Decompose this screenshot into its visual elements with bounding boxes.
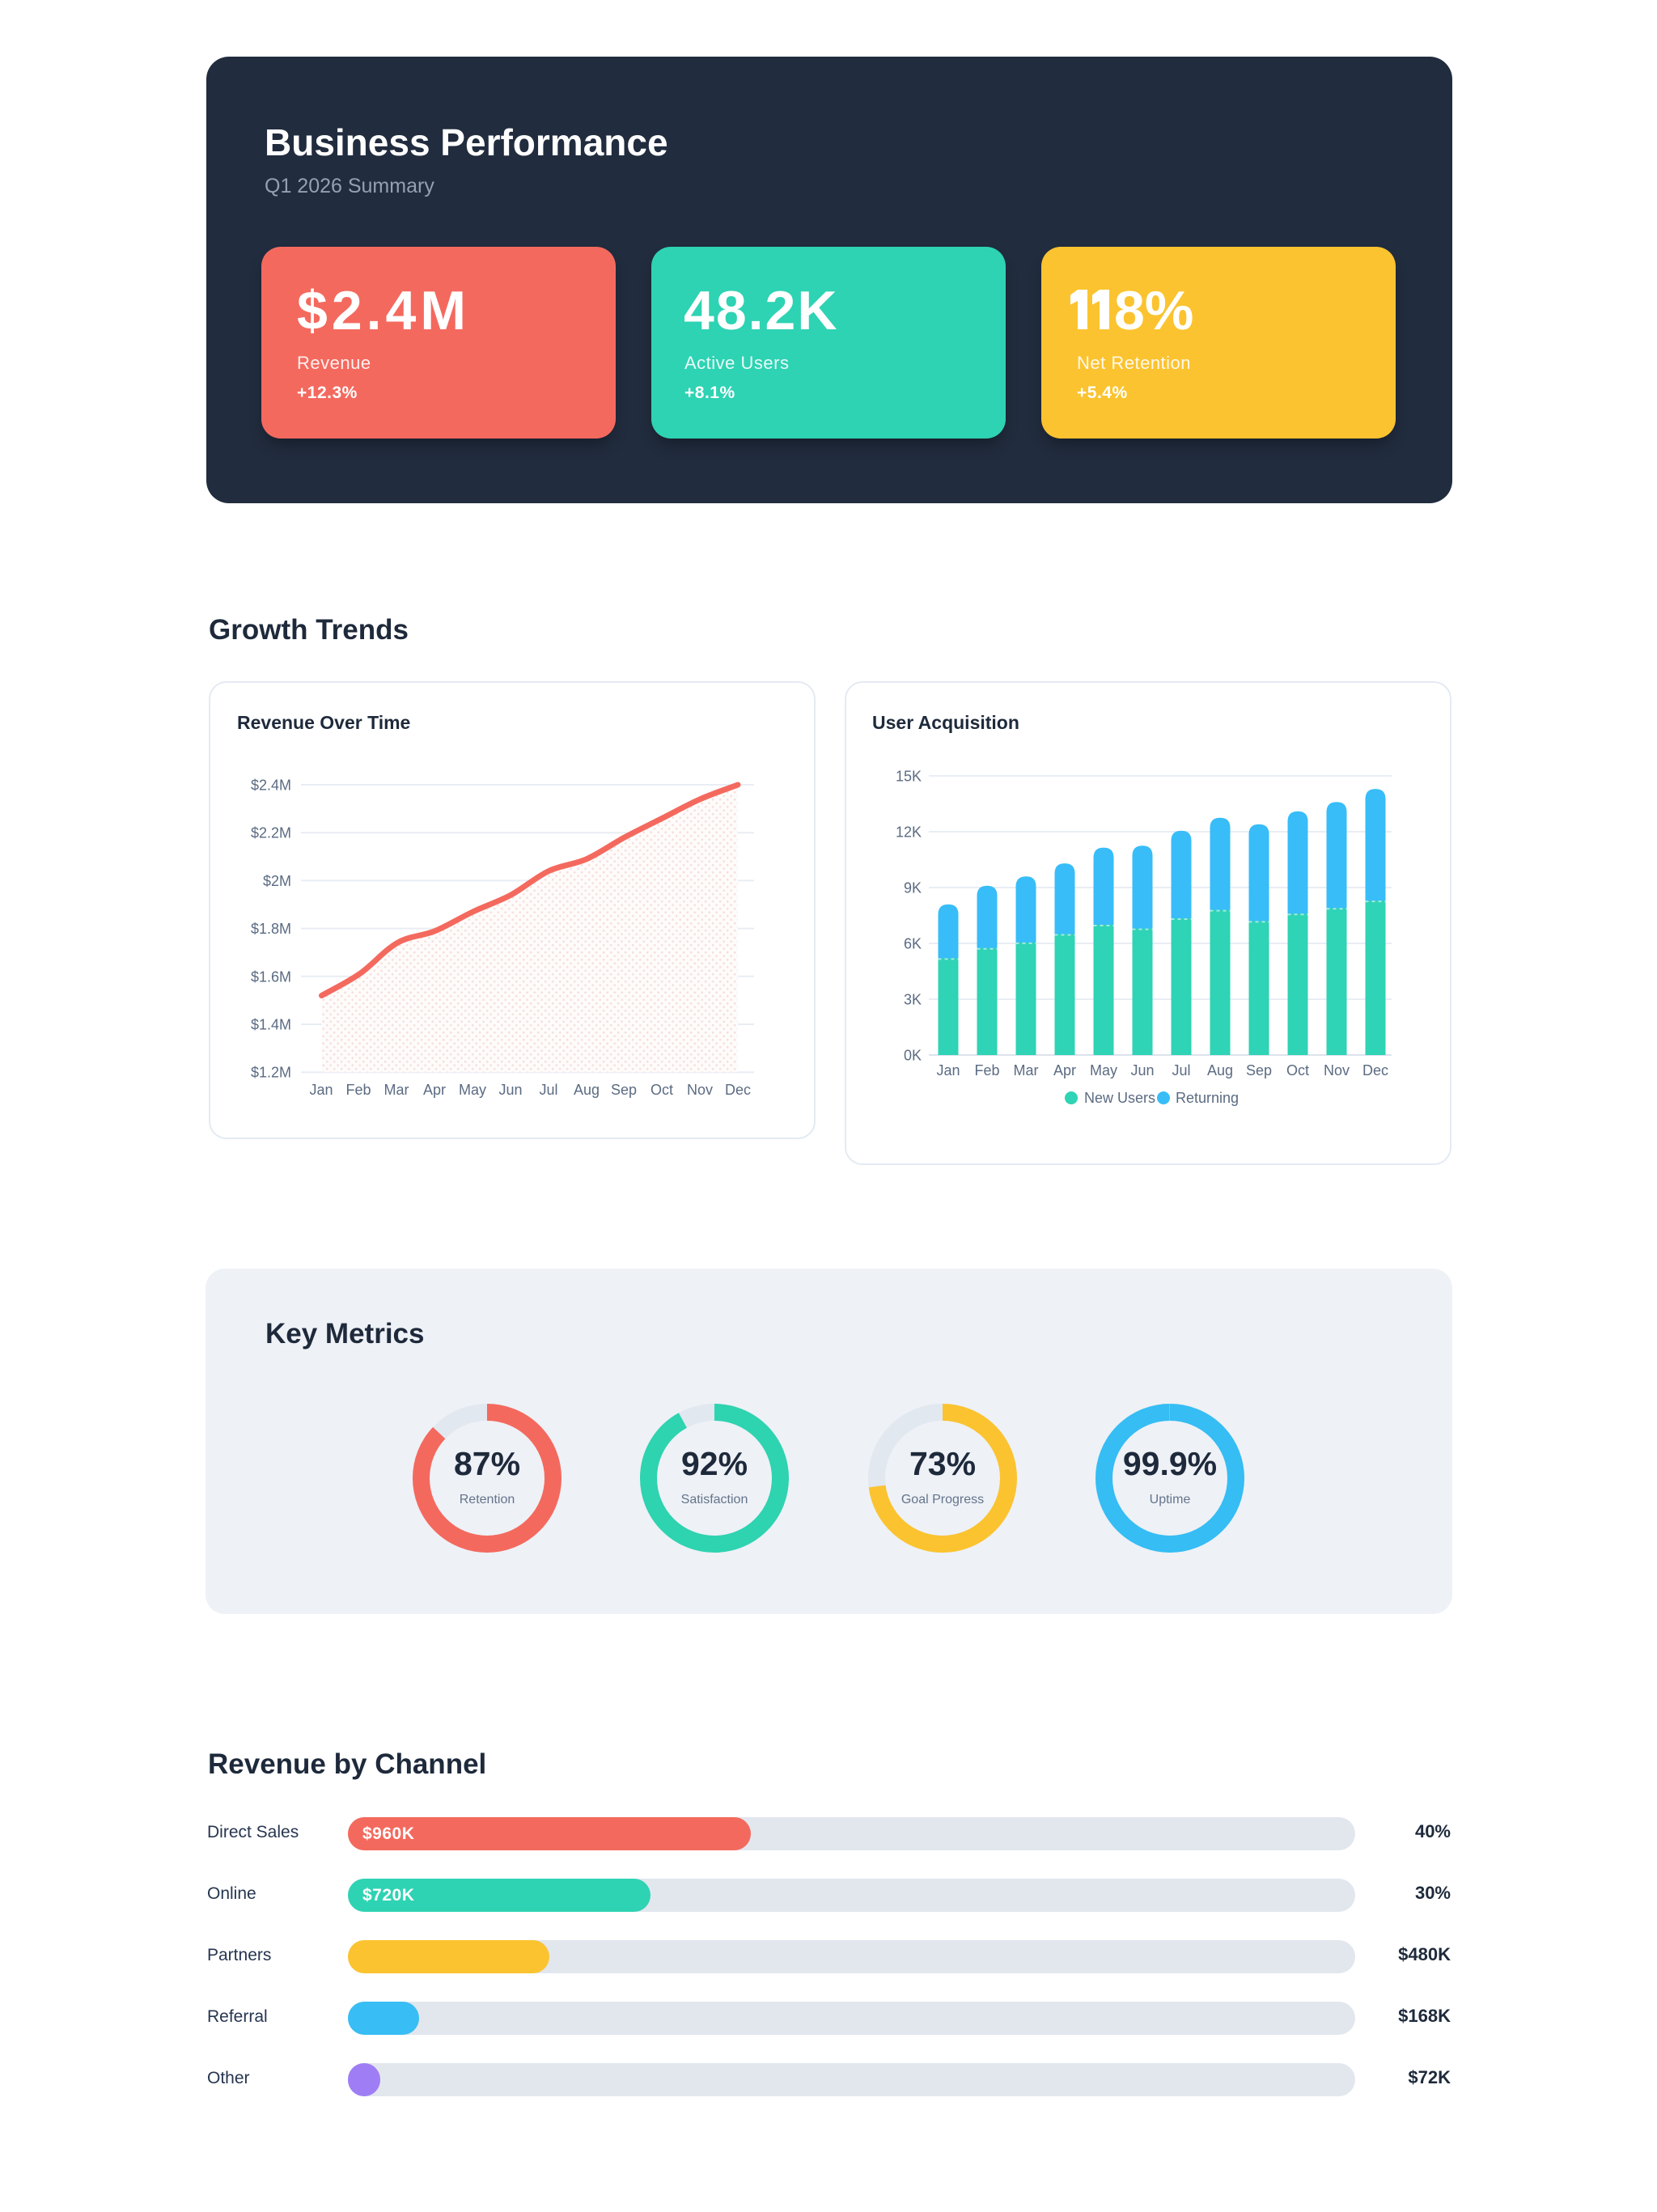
svg-text:Retention: Retention bbox=[460, 1493, 515, 1506]
svg-text:92%: 92% bbox=[681, 1445, 748, 1482]
svg-text:87%: 87% bbox=[454, 1445, 520, 1482]
svg-text:May: May bbox=[459, 1082, 486, 1098]
svg-text:Sep: Sep bbox=[1246, 1062, 1272, 1078]
svg-text:$2.2M: $2.2M bbox=[251, 825, 291, 841]
svg-text:Aug: Aug bbox=[574, 1082, 600, 1098]
svg-text:$2.4M: $2.4M bbox=[251, 778, 291, 794]
svg-text:$1.4M: $1.4M bbox=[251, 1017, 291, 1033]
svg-text:Feb: Feb bbox=[345, 1082, 371, 1098]
svg-text:Oct: Oct bbox=[1286, 1062, 1309, 1078]
svg-text:Apr: Apr bbox=[423, 1082, 446, 1098]
svg-text:Mar: Mar bbox=[384, 1082, 409, 1098]
svg-text:$1.8M: $1.8M bbox=[251, 921, 291, 937]
svg-text:Feb: Feb bbox=[974, 1062, 999, 1078]
svg-text:New Users: New Users bbox=[1084, 1090, 1155, 1106]
svg-text:Nov: Nov bbox=[687, 1082, 713, 1098]
svg-text:Returning: Returning bbox=[1176, 1090, 1239, 1106]
svg-text:15K: 15K bbox=[896, 769, 922, 785]
svg-text:Dec: Dec bbox=[725, 1082, 751, 1098]
svg-text:$1.2M: $1.2M bbox=[251, 1065, 291, 1081]
svg-text:Jun: Jun bbox=[498, 1082, 522, 1098]
svg-text:Uptime: Uptime bbox=[1150, 1493, 1191, 1506]
svg-text:Mar: Mar bbox=[1014, 1062, 1039, 1078]
svg-text:6K: 6K bbox=[904, 936, 922, 952]
svg-text:Nov: Nov bbox=[1324, 1062, 1350, 1078]
svg-text:Jul: Jul bbox=[539, 1082, 557, 1098]
svg-text:0K: 0K bbox=[904, 1048, 922, 1064]
svg-text:$2M: $2M bbox=[263, 873, 291, 889]
svg-text:99.9%: 99.9% bbox=[1123, 1445, 1217, 1482]
svg-text:Jan: Jan bbox=[936, 1062, 960, 1078]
svg-text:Aug: Aug bbox=[1207, 1062, 1233, 1078]
svg-text:$1.6M: $1.6M bbox=[251, 968, 291, 985]
svg-text:Jun: Jun bbox=[1130, 1062, 1154, 1078]
svg-text:May: May bbox=[1090, 1062, 1117, 1078]
svg-text:Apr: Apr bbox=[1053, 1062, 1076, 1078]
svg-text:Oct: Oct bbox=[651, 1082, 673, 1098]
svg-text:Satisfaction: Satisfaction bbox=[681, 1493, 748, 1506]
svg-text:9K: 9K bbox=[904, 880, 922, 896]
svg-text:73%: 73% bbox=[909, 1445, 976, 1482]
svg-text:Dec: Dec bbox=[1362, 1062, 1388, 1078]
svg-text:Jul: Jul bbox=[1172, 1062, 1190, 1078]
svg-text:Sep: Sep bbox=[611, 1082, 637, 1098]
svg-text:Goal Progress: Goal Progress bbox=[901, 1493, 984, 1506]
svg-text:3K: 3K bbox=[904, 992, 922, 1008]
svg-text:Jan: Jan bbox=[309, 1082, 333, 1098]
svg-text:12K: 12K bbox=[896, 824, 922, 841]
svg-text:8%: 8% bbox=[1114, 283, 1193, 340]
